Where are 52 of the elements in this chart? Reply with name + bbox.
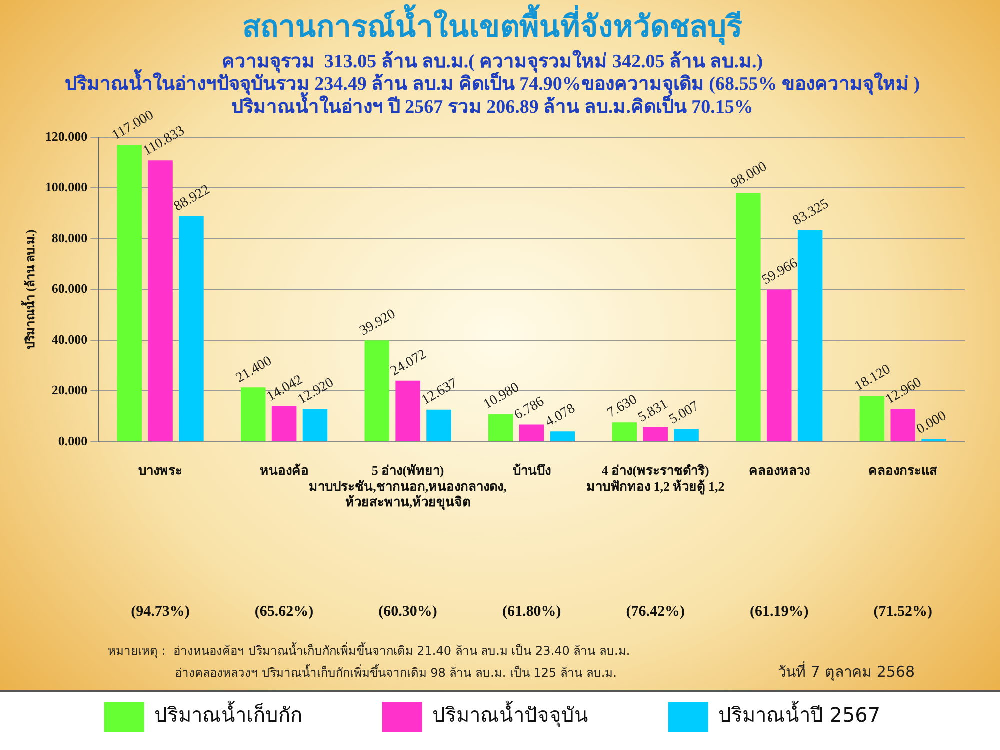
bar — [798, 230, 823, 442]
legend-label: ปริมาณน้ำปี 2567 — [718, 701, 881, 728]
text: หมายเหตุ : อ่างหนองค้อฯ ปริมาณน้ำเก็บกักเพิ่มขึ้นจากเดิม 21.40 ล้าน ลบ.ม เป็น 23.40 ล้าน ลบ.ม. — [108, 642, 630, 660]
bar — [766, 290, 792, 442]
x-tick-label: คลองกระแส — [868, 463, 938, 478]
x-tick-label: หนองค้อ — [260, 463, 309, 478]
text: (61.80%) — [502, 604, 562, 620]
data-label: 4.078 — [543, 401, 578, 430]
bar — [302, 409, 328, 442]
legend-label: ปริมาณน้ำปัจจุบัน — [432, 701, 588, 728]
y-axis-title: ปริมาณน้ำ (ล้าน ลบ.ม.) — [20, 230, 38, 350]
bar — [272, 406, 297, 442]
bar — [550, 432, 576, 442]
bar — [890, 409, 916, 442]
bar — [426, 410, 452, 442]
bar — [396, 380, 420, 442]
text: (76.42%) — [626, 604, 685, 620]
y-tick-label: 120.000 — [45, 128, 88, 144]
bar — [240, 388, 266, 442]
text: (60.30%) — [378, 604, 438, 620]
bar — [148, 160, 173, 442]
chart-title: สถานการณ์น้ำในเขตพื้นที่จังหวัดชลบุรี — [242, 4, 742, 46]
x-tick-label: บ้านบึง — [512, 463, 551, 478]
bar — [488, 414, 514, 442]
x-tick-label: คลองหลวง — [748, 463, 810, 478]
x-tick-label: 5 อ่าง(พัทยา) มาบประชัน,ชากนอก,หนองกลางดง, ห้วยสะพาน,ห้วยขุนจิต — [309, 463, 507, 510]
legend-label: ปริมาณน้ำเก็บกัก — [154, 701, 302, 728]
text: (94.73%) — [131, 604, 190, 620]
bar — [860, 396, 885, 442]
bar — [674, 429, 699, 442]
y-tick-label: 80.000 — [52, 230, 88, 246]
y-tick-label: 100.000 — [45, 180, 88, 195]
bar — [117, 145, 142, 442]
data-label: 5.007 — [666, 399, 702, 428]
x-tick-label: 4 อ่าง(พระราชดำริ) มาบฟักทอง 1,2 ห้วยตู้ 1,2 — [586, 463, 725, 495]
text: (65.62%) — [254, 604, 314, 620]
x-tick-label: บางพระ — [138, 463, 183, 478]
bar — [519, 424, 544, 442]
bar — [364, 340, 390, 442]
y-tick-label: 0.000 — [58, 433, 88, 448]
text: อ่างคลองหลวงฯ ปริมาณน้ำเก็บกักเพิ่มขึ้นจากเดิม 98 ล้าน ลบ.ม. เป็น 125 ล้าน ลบ.ม. — [175, 664, 617, 680]
y-tick-label: 40.000 — [52, 332, 88, 347]
bar — [179, 216, 204, 442]
bar — [736, 193, 761, 442]
text: วันที่ 7 ตุลาคม 2568 — [778, 660, 915, 682]
bar — [612, 422, 638, 442]
text: (61.19%) — [750, 604, 809, 620]
y-tick-label: 20.000 — [52, 382, 88, 398]
data-label: 0.000 — [914, 408, 950, 438]
bar — [643, 427, 668, 442]
y-tick-label: 60.000 — [52, 281, 88, 296]
text: (71.52%) — [874, 604, 932, 620]
